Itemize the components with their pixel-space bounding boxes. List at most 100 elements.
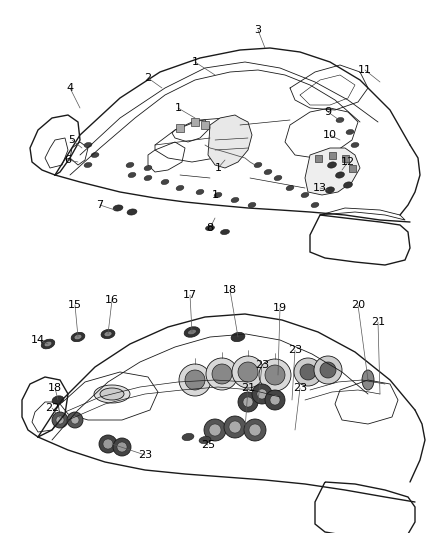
Text: 14: 14: [31, 335, 45, 345]
Circle shape: [232, 356, 264, 388]
Text: 1: 1: [191, 57, 198, 67]
Bar: [201, 121, 209, 129]
Ellipse shape: [94, 385, 130, 403]
Ellipse shape: [100, 388, 124, 400]
Ellipse shape: [127, 209, 137, 215]
Ellipse shape: [184, 327, 200, 337]
Ellipse shape: [52, 396, 64, 404]
Text: 4: 4: [67, 83, 74, 93]
Circle shape: [204, 419, 226, 441]
Circle shape: [209, 424, 221, 436]
Text: 2: 2: [145, 73, 152, 83]
Circle shape: [99, 435, 117, 453]
Ellipse shape: [84, 142, 92, 148]
Ellipse shape: [91, 152, 99, 158]
Circle shape: [238, 392, 258, 412]
Text: 21: 21: [371, 317, 385, 327]
Circle shape: [103, 439, 113, 449]
Ellipse shape: [214, 192, 222, 198]
Bar: [349, 165, 356, 172]
Circle shape: [179, 364, 211, 396]
Circle shape: [113, 438, 131, 456]
Ellipse shape: [336, 172, 344, 178]
Ellipse shape: [199, 437, 211, 443]
Circle shape: [314, 356, 342, 384]
Circle shape: [259, 359, 291, 391]
Polygon shape: [305, 148, 360, 195]
Text: 19: 19: [273, 303, 287, 313]
Ellipse shape: [254, 163, 262, 167]
Circle shape: [249, 424, 261, 436]
Ellipse shape: [161, 180, 169, 184]
Ellipse shape: [346, 130, 354, 134]
Text: 16: 16: [105, 295, 119, 305]
Ellipse shape: [41, 339, 55, 349]
Text: 11: 11: [358, 65, 372, 75]
Text: 25: 25: [201, 440, 215, 450]
Circle shape: [300, 364, 316, 380]
Circle shape: [270, 395, 280, 405]
Ellipse shape: [101, 329, 115, 338]
Circle shape: [71, 416, 79, 424]
Circle shape: [185, 370, 205, 390]
Ellipse shape: [231, 333, 245, 342]
Circle shape: [243, 397, 253, 407]
Ellipse shape: [325, 187, 335, 193]
Ellipse shape: [84, 163, 92, 167]
Text: 7: 7: [96, 200, 103, 210]
Text: 1: 1: [174, 103, 181, 113]
Ellipse shape: [274, 175, 282, 181]
Ellipse shape: [196, 189, 204, 195]
Text: 5: 5: [68, 135, 75, 145]
Ellipse shape: [113, 205, 123, 211]
Circle shape: [67, 412, 83, 428]
Circle shape: [117, 442, 127, 452]
Text: 1: 1: [215, 163, 222, 173]
Text: 13: 13: [313, 183, 327, 193]
Ellipse shape: [74, 334, 82, 340]
Ellipse shape: [221, 229, 230, 235]
Text: 1: 1: [212, 190, 219, 200]
Circle shape: [229, 421, 241, 433]
Ellipse shape: [328, 162, 336, 168]
Circle shape: [238, 362, 258, 382]
Ellipse shape: [264, 169, 272, 175]
Text: 22: 22: [45, 403, 59, 413]
Ellipse shape: [311, 203, 319, 208]
Bar: [176, 124, 184, 132]
Text: 10: 10: [323, 130, 337, 140]
Ellipse shape: [286, 185, 294, 191]
Text: 12: 12: [341, 157, 355, 167]
Text: 18: 18: [48, 383, 62, 393]
Ellipse shape: [71, 332, 85, 342]
Ellipse shape: [351, 142, 359, 148]
Ellipse shape: [182, 433, 194, 441]
Bar: [191, 118, 199, 126]
Text: 3: 3: [254, 25, 261, 35]
Text: 21: 21: [241, 383, 255, 393]
Ellipse shape: [231, 197, 239, 203]
Ellipse shape: [205, 225, 215, 231]
Circle shape: [265, 390, 285, 410]
Bar: [342, 155, 349, 162]
Circle shape: [224, 416, 246, 438]
Bar: [315, 155, 322, 162]
Ellipse shape: [104, 332, 112, 336]
Text: 23: 23: [293, 383, 307, 393]
Ellipse shape: [126, 163, 134, 167]
Ellipse shape: [343, 182, 353, 188]
Circle shape: [257, 389, 267, 399]
Text: 23: 23: [138, 450, 152, 460]
Ellipse shape: [301, 192, 309, 198]
Text: 17: 17: [183, 290, 197, 300]
Circle shape: [252, 384, 272, 404]
Ellipse shape: [144, 175, 152, 181]
Ellipse shape: [362, 370, 374, 390]
Ellipse shape: [128, 172, 136, 177]
Circle shape: [294, 358, 322, 386]
Ellipse shape: [144, 165, 152, 171]
Circle shape: [52, 412, 68, 428]
Text: 23: 23: [288, 345, 302, 355]
Circle shape: [206, 358, 238, 390]
Circle shape: [320, 362, 336, 378]
